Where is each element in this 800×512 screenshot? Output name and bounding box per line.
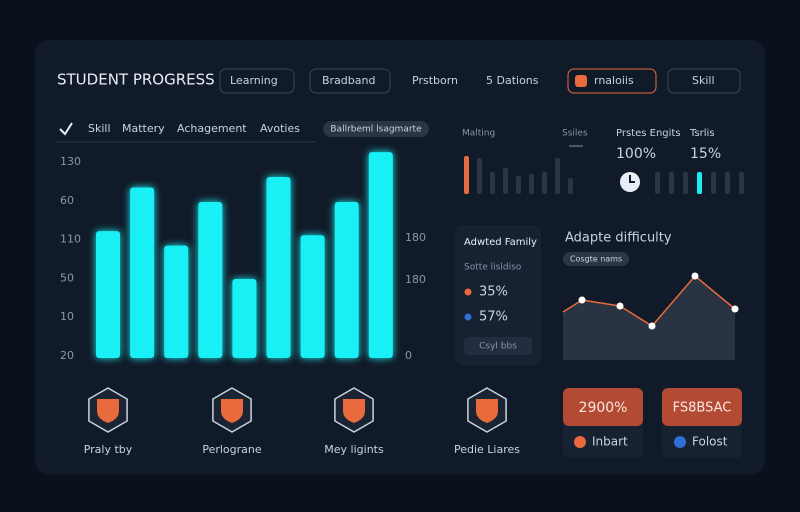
panel (35, 40, 765, 475)
dropdown-label[interactable]: rnaloiis (594, 74, 634, 87)
bar (300, 235, 325, 358)
card (455, 225, 541, 365)
mini-bar (490, 172, 495, 194)
card-value: FS8BSAC (673, 401, 732, 416)
y-label: 60 (60, 194, 74, 207)
mini-bar (464, 156, 469, 194)
button[interactable] (464, 337, 532, 355)
point (616, 302, 624, 310)
y2-label: 180 (405, 231, 426, 244)
dropdown-label[interactable]: Skill (692, 74, 715, 87)
card-label: Folost (692, 435, 728, 449)
y-label: 130 (60, 155, 81, 168)
card-subtitle: Sotte lisldiso (464, 263, 522, 273)
dot (464, 313, 472, 321)
badge-shield (97, 399, 119, 423)
bar (334, 202, 359, 358)
bar (232, 278, 257, 358)
badge-label: Pedie Liares (454, 443, 520, 456)
mini-label: Ssiles (562, 129, 588, 139)
dropdown[interactable] (309, 68, 391, 94)
mini-bar (542, 172, 547, 194)
clock-hands (629, 175, 635, 183)
menu-item[interactable]: Prstborn (412, 74, 458, 87)
bar (198, 202, 223, 358)
mini-bar (697, 172, 702, 194)
y-label: 20 (60, 349, 74, 362)
bar (96, 231, 120, 358)
badge-label: Perlograne (202, 443, 262, 456)
card-header (563, 388, 643, 426)
bar (266, 177, 291, 358)
line (562, 274, 736, 327)
point (648, 322, 656, 330)
title: STUDENT PROGRESS (57, 71, 215, 89)
pill (563, 252, 629, 266)
mini-bar (555, 158, 560, 194)
mini-bar (477, 158, 482, 194)
tab[interactable]: Achagement (177, 122, 247, 135)
y2-label: 0 (405, 349, 412, 362)
mini-bar (683, 172, 688, 194)
y-label: 110 (60, 233, 81, 246)
button-label[interactable]: Csyl bbs (479, 342, 517, 352)
tab[interactable]: Mattery (122, 122, 165, 135)
card-value: 2900% (579, 400, 628, 416)
stat-label: Tsrlis (689, 128, 715, 139)
badge-shield (221, 399, 243, 423)
mini-bar (669, 172, 674, 194)
mini-bar (503, 168, 508, 194)
mini-bar (655, 172, 660, 194)
tab[interactable]: Skill (88, 122, 111, 135)
badge-label: Mey ligints (324, 443, 384, 456)
dropdown[interactable] (219, 68, 295, 94)
pill-label: Cosgte nams (570, 255, 622, 264)
stat-value: 100% (616, 146, 656, 162)
mini-bar (725, 172, 730, 194)
mini-bar (516, 176, 521, 194)
stat-value: 15% (690, 146, 721, 162)
mini-bar (529, 174, 534, 194)
icon (674, 436, 686, 448)
menu-item[interactable]: 5 Dations (486, 74, 539, 87)
card-header (662, 388, 742, 426)
pill-label: Ballrbeml lsagmarte (330, 125, 422, 135)
pill (323, 121, 429, 137)
dropdown-label[interactable]: Learning (230, 74, 278, 87)
y-label: 10 (60, 310, 74, 323)
area (563, 276, 735, 360)
point (578, 296, 586, 304)
mini-bar (568, 178, 573, 194)
dropdown[interactable] (667, 68, 741, 94)
card-item: 57% (479, 310, 508, 325)
bar (368, 152, 393, 358)
bar (164, 245, 189, 358)
tab[interactable]: Avoties (260, 122, 300, 135)
badge-shield (343, 399, 365, 423)
mini-bar (711, 172, 716, 194)
badge-label: Praly tby (84, 443, 133, 456)
card-label: Inbart (592, 435, 628, 449)
card-item: 35% (479, 285, 508, 300)
icon (575, 75, 587, 87)
stat-label: Prstes Engits (616, 128, 681, 139)
point (731, 305, 739, 313)
mini-label: Malting (462, 129, 495, 139)
y2-label: 180 (405, 273, 426, 286)
dot (464, 288, 472, 296)
bar (130, 187, 155, 358)
section-title: Adapte difficulty (565, 231, 672, 246)
y-label: 50 (60, 271, 74, 284)
dropdown[interactable] (567, 68, 657, 94)
icon (574, 436, 586, 448)
check-icon (59, 122, 73, 136)
dropdown-label[interactable]: Bradband (322, 74, 375, 87)
badge-shield (476, 399, 498, 423)
mini-bar (739, 172, 744, 194)
card-title: Adwted Family (464, 237, 537, 248)
point (691, 272, 699, 280)
